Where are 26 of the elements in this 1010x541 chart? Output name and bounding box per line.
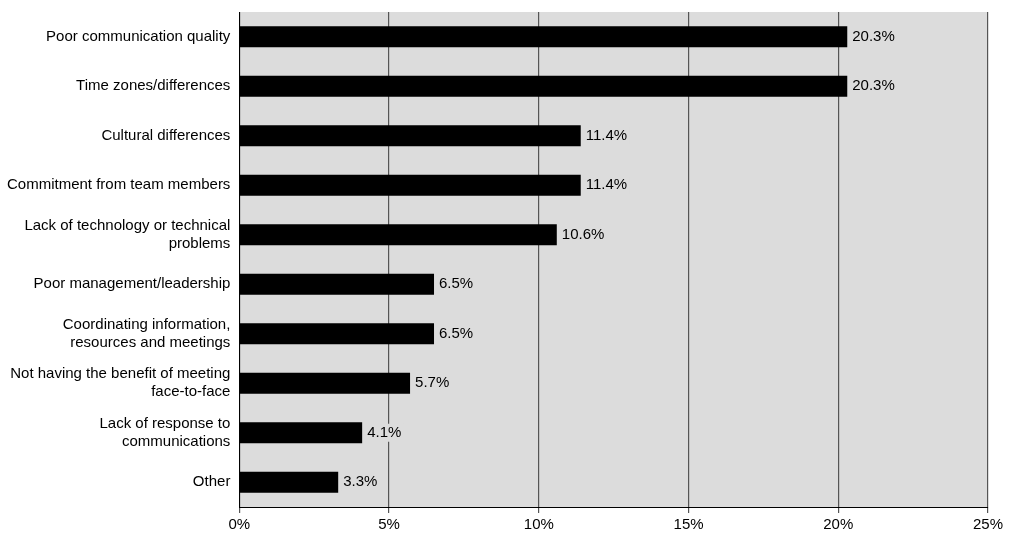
- data-label: 5.7%: [415, 373, 450, 391]
- y-tick-label: Cultural differences: [101, 125, 231, 143]
- x-tick-label: 15%: [673, 515, 704, 533]
- y-tick-label: Commitment from team members: [7, 175, 231, 193]
- data-label: 11.4%: [585, 175, 628, 193]
- data-label: 10.6%: [561, 224, 605, 242]
- y-tick-label: Not having the benefit of meeting face-to-face: [10, 364, 231, 400]
- x-tick-label: 0%: [228, 515, 251, 533]
- x-tick-label: 10%: [523, 515, 554, 533]
- y-tick-label: Poor management/leadership: [33, 274, 231, 292]
- data-label: 6.5%: [439, 274, 474, 292]
- y-tick-label: Lack of technology or technical problems: [24, 215, 231, 251]
- data-label: 20.3%: [852, 26, 895, 44]
- data-label: 3.3%: [343, 472, 378, 490]
- x-tick-label: 5%: [378, 515, 400, 533]
- y-tick-label: Other: [192, 472, 231, 490]
- data-label: 4.1%: [367, 422, 402, 440]
- y-tick-label: Lack of response to communications: [99, 413, 231, 449]
- y-tick-label: Time zones/differences: [76, 76, 231, 94]
- y-tick-label: Coordinating information, resources and meetings: [62, 314, 231, 350]
- y-tick-label: Poor communication quality: [46, 26, 231, 44]
- data-label: 20.3%: [852, 76, 895, 94]
- data-label: 11.4%: [585, 125, 628, 143]
- data-label: 6.5%: [439, 323, 474, 341]
- x-tick-label: 20%: [823, 515, 854, 533]
- x-tick-label: 25%: [972, 515, 1004, 533]
